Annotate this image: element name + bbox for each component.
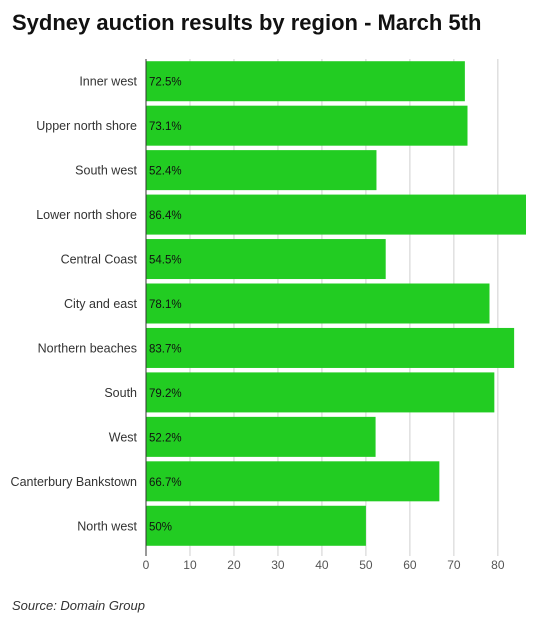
bar[interactable] xyxy=(146,194,526,235)
data-label: 83.7% xyxy=(149,343,182,355)
data-label: 73.1% xyxy=(149,121,182,133)
category-label: Lower north shore xyxy=(36,208,137,222)
category-label: Canterbury Bankstown xyxy=(11,475,138,489)
bar[interactable] xyxy=(146,105,468,146)
bar[interactable] xyxy=(146,372,495,413)
x-tick-label: 20 xyxy=(227,558,241,572)
category-label: South west xyxy=(75,164,137,178)
data-label: 72.5% xyxy=(149,77,182,89)
bar[interactable] xyxy=(146,239,386,280)
data-label: 78.1% xyxy=(149,299,182,311)
x-tick-label: 80 xyxy=(491,558,505,572)
bar[interactable] xyxy=(146,283,490,324)
x-tick-label: 10 xyxy=(183,558,197,572)
category-label: Inner west xyxy=(79,75,137,89)
data-label: 86.4% xyxy=(149,210,182,222)
data-label: 66.7% xyxy=(149,477,182,489)
category-label: North west xyxy=(77,519,137,533)
bar[interactable] xyxy=(146,150,377,191)
x-tick-label: 50 xyxy=(359,558,373,572)
x-tick-label: 0 xyxy=(143,558,150,572)
bar[interactable] xyxy=(146,505,366,546)
x-tick-label: 30 xyxy=(271,558,285,572)
data-label: 54.5% xyxy=(149,255,182,267)
x-tick-label: 40 xyxy=(315,558,329,572)
data-label: 79.2% xyxy=(149,388,182,400)
bar[interactable] xyxy=(146,416,376,457)
bar[interactable] xyxy=(146,327,515,368)
data-label: 50% xyxy=(149,521,172,533)
bar[interactable] xyxy=(146,461,440,502)
chart-title: Sydney auction results by region - March… xyxy=(12,10,482,35)
x-tick-label: 70 xyxy=(447,558,461,572)
bar[interactable] xyxy=(146,61,465,102)
bar-chart: Inner west 72.5% Upper north shore 73.1% Sou… xyxy=(11,59,526,572)
x-tick-label: 60 xyxy=(403,558,417,572)
data-label: 52.2% xyxy=(149,432,182,444)
category-label: Upper north shore xyxy=(36,119,137,133)
category-label: Northern beaches xyxy=(38,341,137,355)
data-label: 52.4% xyxy=(149,166,182,178)
category-label: West xyxy=(109,430,138,444)
category-label: City and east xyxy=(64,297,137,311)
category-label: South xyxy=(104,386,137,400)
source-note: Source: Domain Group xyxy=(12,598,145,613)
category-label: Central Coast xyxy=(61,253,138,267)
